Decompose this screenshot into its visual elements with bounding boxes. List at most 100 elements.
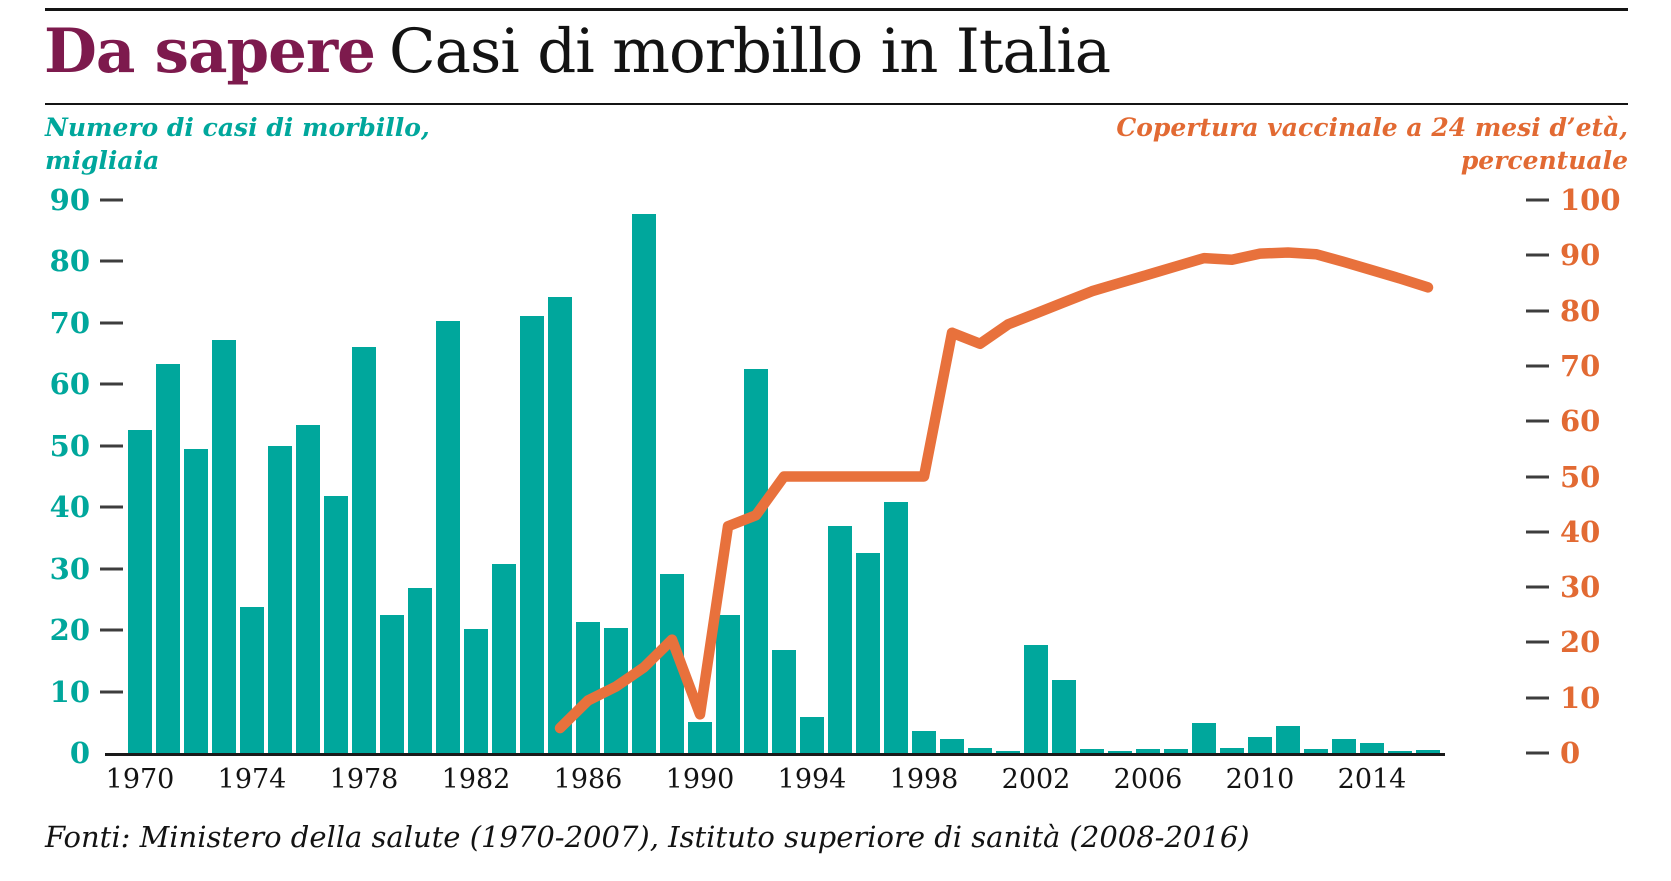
bar-2004 [1080, 748, 1104, 753]
x-axis-label-1994: 1994 [777, 764, 847, 795]
left-axis-tick-label: 60 [49, 367, 90, 402]
left-axis-tick-dash [100, 690, 123, 694]
bar-2015 [1388, 751, 1412, 753]
bar-1984 [520, 315, 544, 753]
title-rest: Casi di morbillo in Italia [388, 16, 1111, 87]
x-axis-label-1978: 1978 [329, 764, 399, 795]
right-axis-tick-dash [1526, 640, 1549, 644]
left-axis-tick-label: 90 [49, 183, 90, 217]
left-axis-tick-label: 20 [49, 613, 90, 648]
bar-2009 [1220, 748, 1244, 753]
bar-1997 [884, 502, 908, 753]
title-divider-rule [45, 103, 1628, 105]
bar-2005 [1108, 751, 1132, 753]
right-axis-tick-label: 60 [1560, 404, 1601, 439]
bar-1971 [156, 364, 180, 753]
right-axis-tick-dash [1526, 475, 1549, 478]
bar-1989 [660, 573, 684, 753]
right-axis-tick-dash [1526, 364, 1549, 368]
bar-2008 [1192, 722, 1216, 753]
footer-source: Fonti: Ministero della salute (1970-2007… [45, 820, 1250, 854]
x-axis-baseline [105, 753, 1445, 756]
x-axis-label-1998: 1998 [889, 764, 959, 795]
bar-1990 [688, 721, 712, 753]
right-axis-title-line2: percentuale [1460, 145, 1628, 175]
bar-2014 [1360, 743, 1384, 753]
right-axis-tick-label: 80 [1560, 293, 1601, 328]
right-axis-tick-dash [1526, 530, 1549, 534]
left-axis-tick-dash [100, 198, 123, 202]
bar-1970 [128, 429, 152, 753]
bar-1999 [940, 739, 964, 753]
right-axis-tick-label: 0 [1560, 736, 1581, 770]
left-axis-title: Numero di casi di morbillo, migliaia [45, 112, 430, 177]
bar-1996 [856, 553, 880, 753]
bar-1978 [352, 346, 376, 753]
left-axis-tick-label: 50 [49, 428, 90, 463]
left-axis-tick-label: 10 [49, 674, 90, 709]
bar-2000 [968, 748, 992, 753]
bar-2010 [1248, 737, 1272, 753]
bar-1988 [632, 213, 656, 753]
bar-1979 [380, 614, 404, 753]
top-border-rule [45, 8, 1628, 11]
x-axis-label-2002: 2002 [1001, 764, 1071, 795]
left-axis-tick-dash [100, 567, 123, 571]
x-axis-label-1974: 1974 [217, 764, 287, 795]
right-axis-tick-dash [1526, 309, 1549, 313]
right-axis-tick-dash [1526, 198, 1549, 202]
left-axis-tick-label: 30 [49, 551, 90, 586]
bar-1994 [800, 716, 824, 753]
bar-1992 [744, 368, 768, 753]
title-highlight: Da sapere [44, 16, 376, 87]
x-axis-label-1986: 1986 [553, 764, 623, 795]
left-axis-tick-dash [100, 321, 123, 325]
left-axis-tick-dash [100, 259, 123, 263]
left-axis-tick-label: 40 [49, 490, 90, 525]
x-axis-label-2010: 2010 [1225, 764, 1295, 795]
left-axis-title-line1: Numero di casi di morbillo, [45, 113, 430, 142]
x-axis-label-1982: 1982 [441, 764, 511, 795]
bar-2003 [1052, 680, 1076, 753]
right-axis-tick-label: 40 [1560, 514, 1601, 549]
bar-1991 [716, 614, 740, 753]
bar-1981 [436, 321, 460, 753]
x-axis-label-2014: 2014 [1337, 764, 1407, 795]
x-axis-label-2006: 2006 [1113, 764, 1183, 795]
right-axis-tick-dash [1526, 419, 1549, 423]
bar-1993 [772, 649, 796, 753]
right-axis-title: Copertura vaccinale a 24 mesi d’età, per… [1116, 112, 1628, 177]
left-axis-tick-dash [100, 505, 123, 509]
right-axis-tick-dash [1526, 253, 1549, 257]
bar-1976 [296, 424, 320, 753]
left-axis-tick-dash [100, 628, 123, 632]
right-axis-tick-label: 100 [1560, 183, 1621, 217]
bar-1974 [240, 606, 264, 753]
x-axis-label-1990: 1990 [665, 764, 735, 795]
left-axis-tick-label: 70 [49, 305, 90, 340]
x-axis-label-1970: 1970 [105, 764, 175, 795]
right-axis-tick-label: 30 [1560, 570, 1601, 605]
bar-1975 [268, 445, 292, 753]
bar-2006 [1136, 749, 1160, 753]
bar-1987 [604, 628, 628, 753]
bar-1977 [324, 496, 348, 753]
bar-1983 [492, 564, 516, 753]
bar-1986 [576, 621, 600, 753]
right-axis-tick-label: 50 [1560, 459, 1601, 494]
bar-1980 [408, 588, 432, 753]
left-axis-tick-label: 0 [69, 736, 90, 770]
bar-2011 [1276, 725, 1300, 753]
right-axis-tick-dash [1526, 751, 1549, 755]
right-axis-tick-label: 10 [1560, 680, 1601, 715]
right-axis-title-line1: Copertura vaccinale a 24 mesi d’età, [1116, 113, 1628, 142]
right-axis-tick-label: 70 [1560, 348, 1601, 383]
bar-2013 [1332, 739, 1356, 753]
left-axis-tick-dash [100, 444, 123, 448]
page-title: Da sapere Casi di morbillo in Italia [44, 18, 1624, 85]
bar-2001 [996, 750, 1020, 753]
left-axis-tick-label: 80 [49, 244, 90, 279]
right-axis-tick-dash [1526, 585, 1549, 589]
